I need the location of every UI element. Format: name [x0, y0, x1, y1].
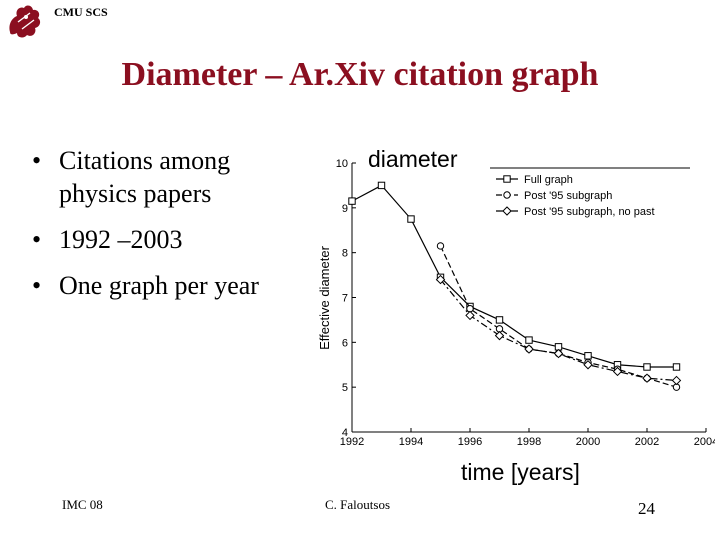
data-point	[495, 316, 504, 324]
x-tick-label: 2000	[576, 436, 600, 448]
data-point	[672, 363, 681, 371]
data-point	[348, 197, 356, 205]
series-3	[435, 274, 682, 386]
x-tick-label: 2002	[635, 436, 659, 448]
y-tick-label: 9	[342, 203, 348, 215]
data-point	[524, 344, 534, 354]
y-tick-label: 10	[336, 158, 348, 170]
x-tick-label: 1994	[399, 436, 423, 448]
bullet-item: Citations among physics papers	[32, 144, 297, 210]
x-tick-label: 1996	[458, 436, 482, 448]
bullet-list: Citations among physics papers 1992 –200…	[32, 144, 297, 315]
footer-author: C. Faloutsos	[325, 497, 391, 512]
legend-box	[490, 168, 690, 222]
data-point	[612, 366, 623, 377]
y-tick-label: 4	[342, 427, 348, 439]
cmu-griffin-logo-icon	[9, 5, 41, 38]
legend-marker	[503, 175, 511, 183]
x-tick-label: 1992	[340, 436, 364, 448]
bullet-item: One graph per year	[32, 269, 297, 302]
data-point	[553, 348, 564, 359]
data-point	[643, 363, 651, 371]
y-tick-label: 6	[342, 337, 348, 349]
data-point	[465, 310, 475, 321]
footer-conference: IMC 08	[62, 497, 103, 512]
legend-marker	[502, 206, 512, 216]
org-label: CMU SCS	[54, 5, 108, 19]
legend-marker	[503, 191, 511, 199]
data-point	[407, 215, 415, 223]
data-point	[436, 242, 445, 250]
y-tick-label: 7	[342, 293, 348, 305]
data-point	[671, 375, 682, 386]
data-point	[435, 274, 446, 285]
bullet-item: 1992 –2003	[32, 223, 297, 256]
y-axis-label: Effective diameter	[317, 245, 332, 349]
series-line	[440, 279, 677, 382]
diameter-annotation: diameter	[368, 146, 458, 172]
time-annotation: time [years]	[461, 459, 580, 485]
legend-label: Full graph	[524, 174, 573, 186]
data-point	[584, 352, 592, 360]
data-point	[494, 330, 505, 341]
series-line	[439, 245, 677, 388]
data-point	[583, 360, 593, 370]
legend-label: Post '95 subgraph	[524, 190, 612, 202]
page-number: 24	[638, 499, 655, 518]
x-tick-label: 1998	[517, 436, 541, 448]
series-line	[351, 184, 677, 368]
y-tick-label: 5	[342, 382, 348, 394]
data-point	[377, 181, 386, 190]
legend-label: Post '95 subgraph, no past	[524, 206, 655, 218]
series-1	[348, 181, 681, 371]
data-point	[525, 336, 533, 344]
data-point	[642, 373, 652, 383]
y-tick-label: 8	[342, 248, 348, 260]
slide-title: Diameter – Ar.Xiv citation graph	[121, 56, 599, 93]
